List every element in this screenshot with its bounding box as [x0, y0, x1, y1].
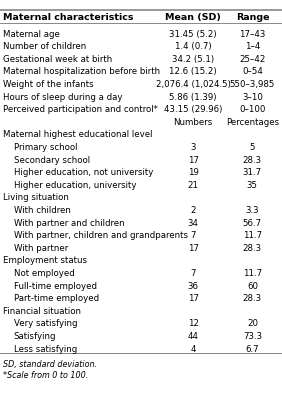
Text: With children: With children: [14, 206, 70, 215]
Text: Very satisfying: Very satisfying: [14, 319, 77, 328]
Text: Employment status: Employment status: [3, 256, 87, 265]
Text: Primary school: Primary school: [14, 143, 77, 152]
Text: 550–3,985: 550–3,985: [230, 80, 275, 89]
Text: 17–43: 17–43: [239, 30, 266, 38]
Text: 44: 44: [188, 332, 199, 341]
Text: Not employed: Not employed: [14, 269, 74, 278]
Text: 2: 2: [190, 206, 196, 215]
Text: 5.86 (1.39): 5.86 (1.39): [169, 92, 217, 102]
Text: Secondary school: Secondary school: [14, 156, 90, 164]
Text: 25–42: 25–42: [239, 55, 266, 64]
Text: 11.7: 11.7: [243, 269, 262, 278]
Text: 34: 34: [188, 218, 199, 228]
Text: 0–54: 0–54: [242, 67, 263, 76]
Text: 19: 19: [188, 168, 199, 177]
Text: Range: Range: [236, 13, 269, 22]
Text: 43.15 (29.96): 43.15 (29.96): [164, 105, 222, 114]
Text: 3.3: 3.3: [246, 206, 259, 215]
Text: With partner and children: With partner and children: [14, 218, 124, 228]
Text: 17: 17: [188, 156, 199, 164]
Text: Hours of sleep during a day: Hours of sleep during a day: [3, 92, 122, 102]
Text: 3: 3: [190, 143, 196, 152]
Text: 1.4 (0.7): 1.4 (0.7): [175, 42, 212, 51]
Text: With partner: With partner: [14, 244, 68, 253]
Text: 21: 21: [188, 181, 199, 190]
Text: Weight of the infants: Weight of the infants: [3, 80, 93, 89]
Text: 28.3: 28.3: [243, 156, 262, 164]
Text: 34.2 (5.1): 34.2 (5.1): [172, 55, 214, 64]
Text: 56.7: 56.7: [243, 218, 262, 228]
Text: Maternal age: Maternal age: [3, 30, 60, 38]
Text: 73.3: 73.3: [243, 332, 262, 341]
Text: 12: 12: [188, 319, 199, 328]
Text: 0–100: 0–100: [239, 105, 266, 114]
Text: 35: 35: [247, 181, 258, 190]
Text: 7: 7: [190, 269, 196, 278]
Text: 11.7: 11.7: [243, 231, 262, 240]
Text: 28.3: 28.3: [243, 294, 262, 303]
Text: Higher education, university: Higher education, university: [14, 181, 136, 190]
Text: 17: 17: [188, 294, 199, 303]
Text: 60: 60: [247, 282, 258, 290]
Text: Higher education, not university: Higher education, not university: [14, 168, 153, 177]
Text: Perceived participation and control*: Perceived participation and control*: [3, 105, 158, 114]
Text: SD, standard deviation.: SD, standard deviation.: [3, 360, 97, 369]
Text: Financial situation: Financial situation: [3, 307, 81, 316]
Text: Living situation: Living situation: [3, 193, 69, 202]
Text: Gestational week at birth: Gestational week at birth: [3, 55, 112, 64]
Text: 5: 5: [250, 143, 255, 152]
Text: 28.3: 28.3: [243, 244, 262, 253]
Text: 20: 20: [247, 319, 258, 328]
Text: 17: 17: [188, 244, 199, 253]
Text: 6.7: 6.7: [246, 344, 259, 354]
Text: 4: 4: [190, 344, 196, 354]
Text: 12.6 (15.2): 12.6 (15.2): [169, 67, 217, 76]
Text: Maternal hospitalization before birth: Maternal hospitalization before birth: [3, 67, 160, 76]
Text: Numbers: Numbers: [173, 118, 213, 127]
Text: 2,076.4 (1,024.5): 2,076.4 (1,024.5): [156, 80, 231, 89]
Text: With partner, children and grandparents: With partner, children and grandparents: [14, 231, 188, 240]
Text: Part-time employed: Part-time employed: [14, 294, 99, 303]
Text: Maternal highest educational level: Maternal highest educational level: [3, 130, 152, 139]
Text: 31.7: 31.7: [243, 168, 262, 177]
Text: 1–4: 1–4: [245, 42, 260, 51]
Text: 36: 36: [188, 282, 199, 290]
Text: Less satisfying: Less satisfying: [14, 344, 77, 354]
Text: *Scale from 0 to 100.: *Scale from 0 to 100.: [3, 371, 88, 380]
Text: Full-time employed: Full-time employed: [14, 282, 96, 290]
Text: 7: 7: [190, 231, 196, 240]
Text: 3–10: 3–10: [242, 92, 263, 102]
Text: Satisfying: Satisfying: [14, 332, 56, 341]
Text: 31.45 (5.2): 31.45 (5.2): [169, 30, 217, 38]
Text: Percentages: Percentages: [226, 118, 279, 127]
Text: Maternal characteristics: Maternal characteristics: [3, 13, 133, 22]
Text: Number of children: Number of children: [3, 42, 86, 51]
Text: Mean (SD): Mean (SD): [165, 13, 221, 22]
